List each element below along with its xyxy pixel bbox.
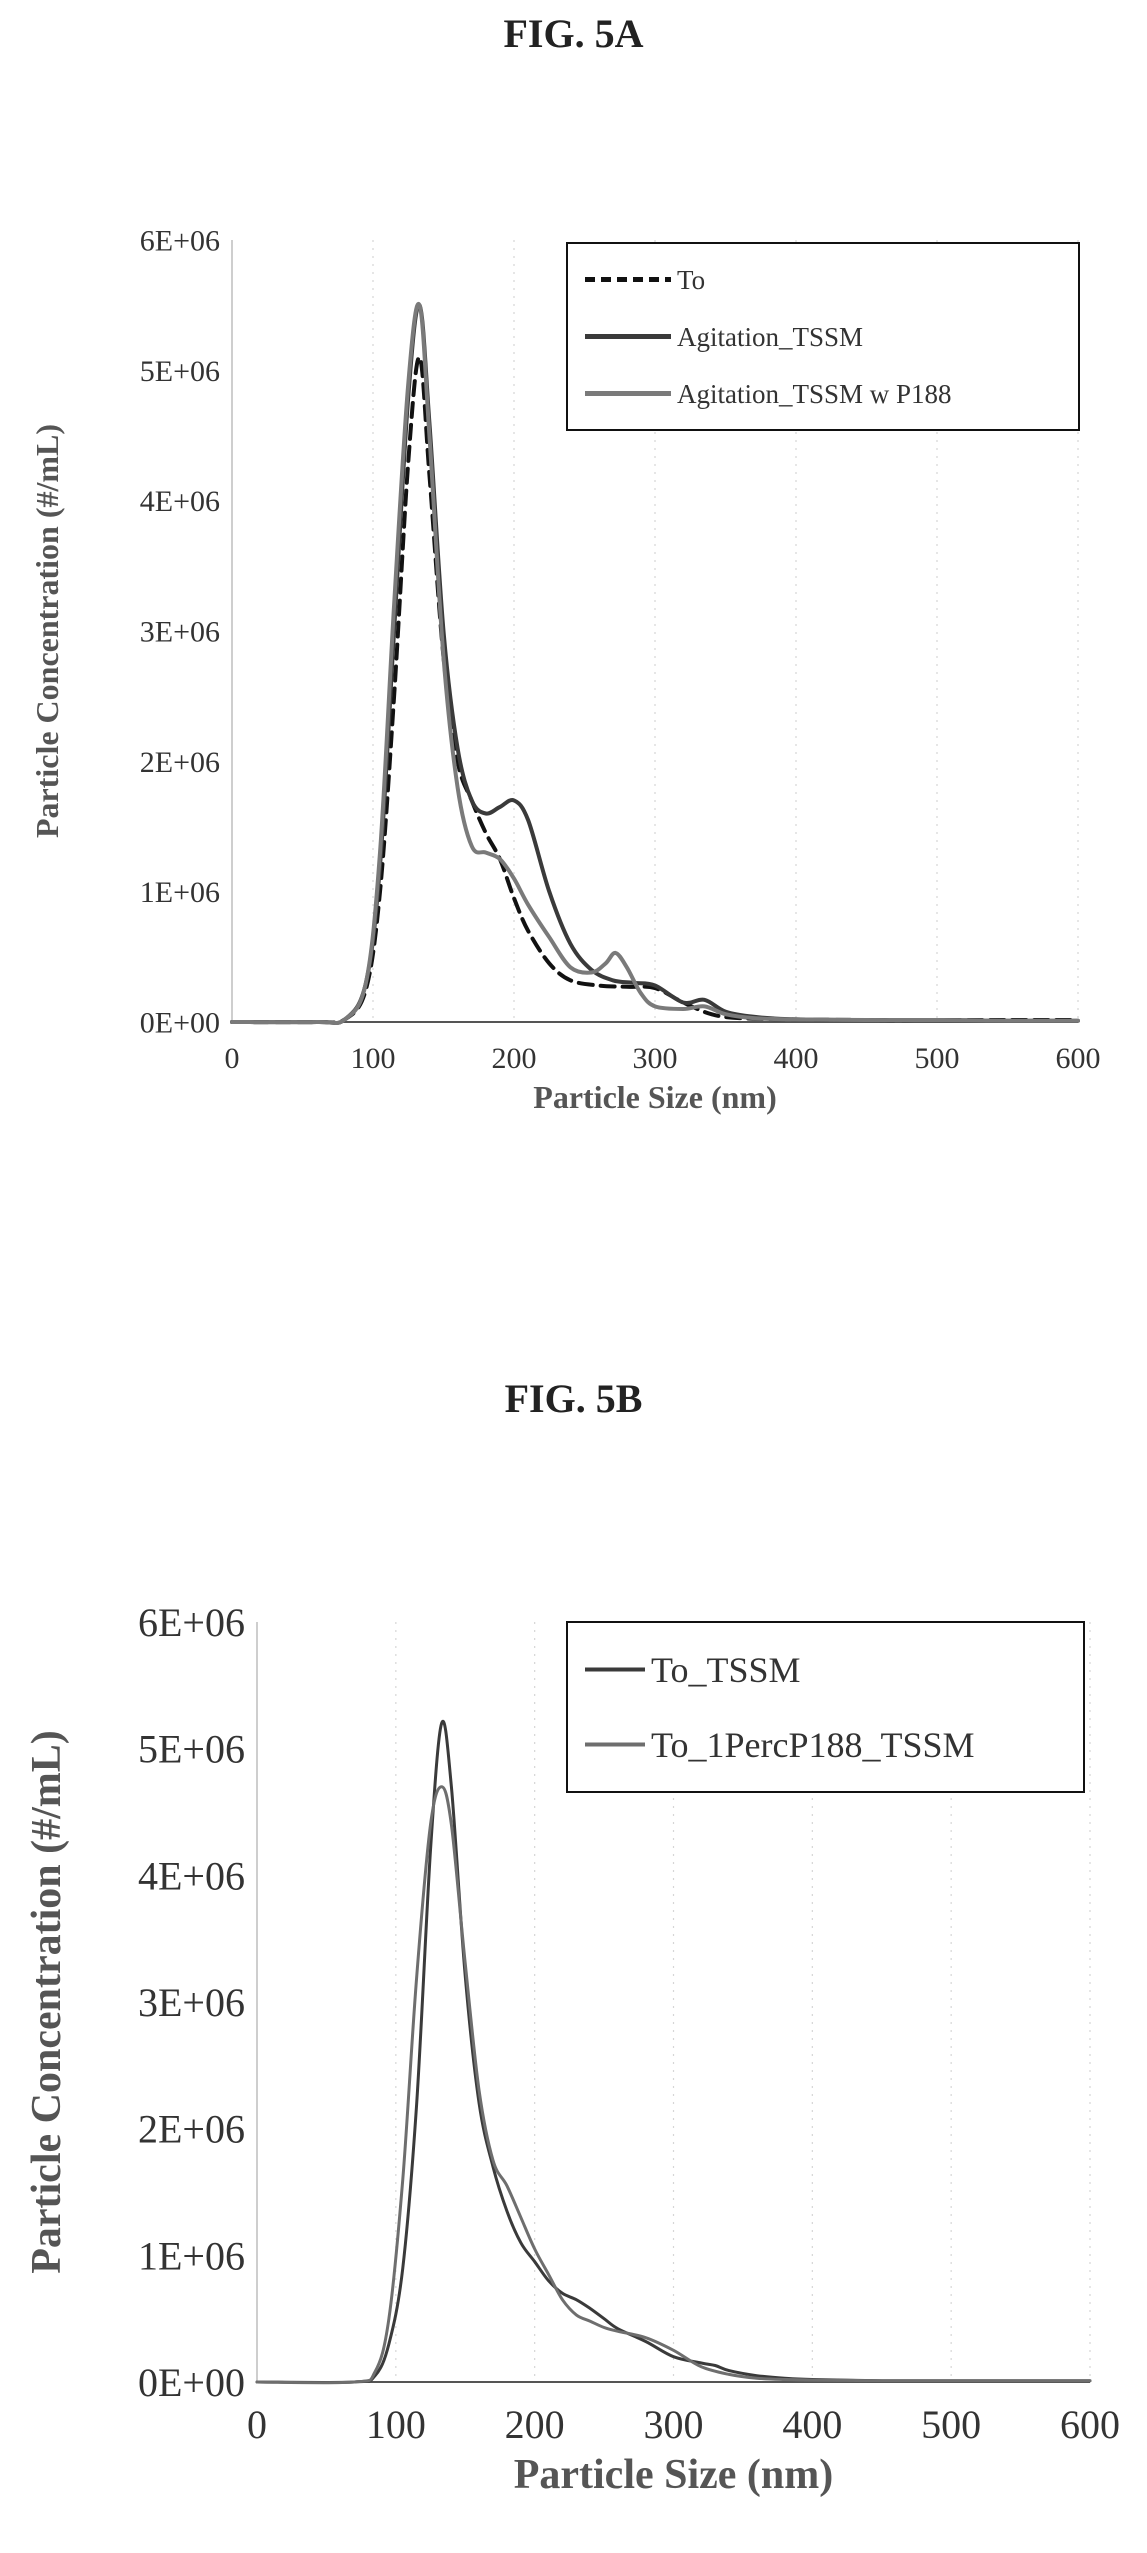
legend-label: Agitation_TSSM w P188 [677,379,952,409]
x-tick-label: 200 [492,1042,537,1075]
y-tick-label: 4E+06 [140,485,220,518]
x-tick-label: 600 [1056,1042,1101,1075]
figure-title-5b: FIG. 5B [504,1376,643,1421]
legend-label: To_1PercP188_TSSM [651,1725,975,1765]
y-tick-label: 5E+06 [138,1727,245,1772]
x-axis-label: Particle Size (nm) [514,2452,834,2498]
x-tick-label: 0 [247,2402,267,2447]
legend-box [566,1621,1085,1793]
y-tick-label: 3E+06 [140,616,220,649]
chart-5a: 0E+00 1E+06 2E+06 3E+06 4E+06 5E+06 6E+06 0 100 2… [29,225,1101,1116]
series-line-2 [230,301,1080,1025]
x-tick-label: 300 [644,2402,704,2447]
x-tick-label: 500 [915,1042,960,1075]
y-tick-label: 1E+06 [138,2233,245,2278]
x-tick-label: 100 [366,2402,426,2447]
series-line-0 [255,1719,1092,2384]
legend-label: Agitation_TSSM [677,322,863,352]
y-tick-label: 0E+00 [138,2360,245,2405]
y-axis-label: Particle Concentration (#/mL) [24,1730,70,2274]
figure-title-5a: FIG. 5A [503,11,644,56]
y-axis-label: Particle Concentration (#/mL) [29,424,65,838]
x-tick-label: 0 [225,1042,240,1075]
series-line-1 [255,1785,1092,2385]
legend-label: To_TSSM [651,1650,801,1690]
y-tick-label: 0E+00 [140,1007,220,1040]
x-tick-label: 200 [505,2402,565,2447]
x-tick-label: 100 [351,1042,396,1075]
x-tick-label: 300 [633,1042,678,1075]
y-tick-label: 2E+06 [138,2107,245,2152]
y-tick-label: 5E+06 [140,355,220,388]
y-tick-label: 1E+06 [140,876,220,909]
x-tick-label: 400 [782,2402,842,2447]
y-tick-label: 4E+06 [138,1853,245,1898]
x-axis-label: Particle Size (nm) [533,1079,776,1115]
x-tick-label: 600 [1060,2402,1120,2447]
y-tick-label: 2E+06 [140,746,220,779]
legend-label: To [677,265,705,295]
y-tick-label: 6E+06 [138,1600,245,1645]
x-tick-label: 400 [774,1042,819,1075]
y-tick-label: 3E+06 [138,1980,245,2025]
y-tick-label: 6E+06 [140,225,220,258]
x-tick-label: 500 [921,2402,981,2447]
